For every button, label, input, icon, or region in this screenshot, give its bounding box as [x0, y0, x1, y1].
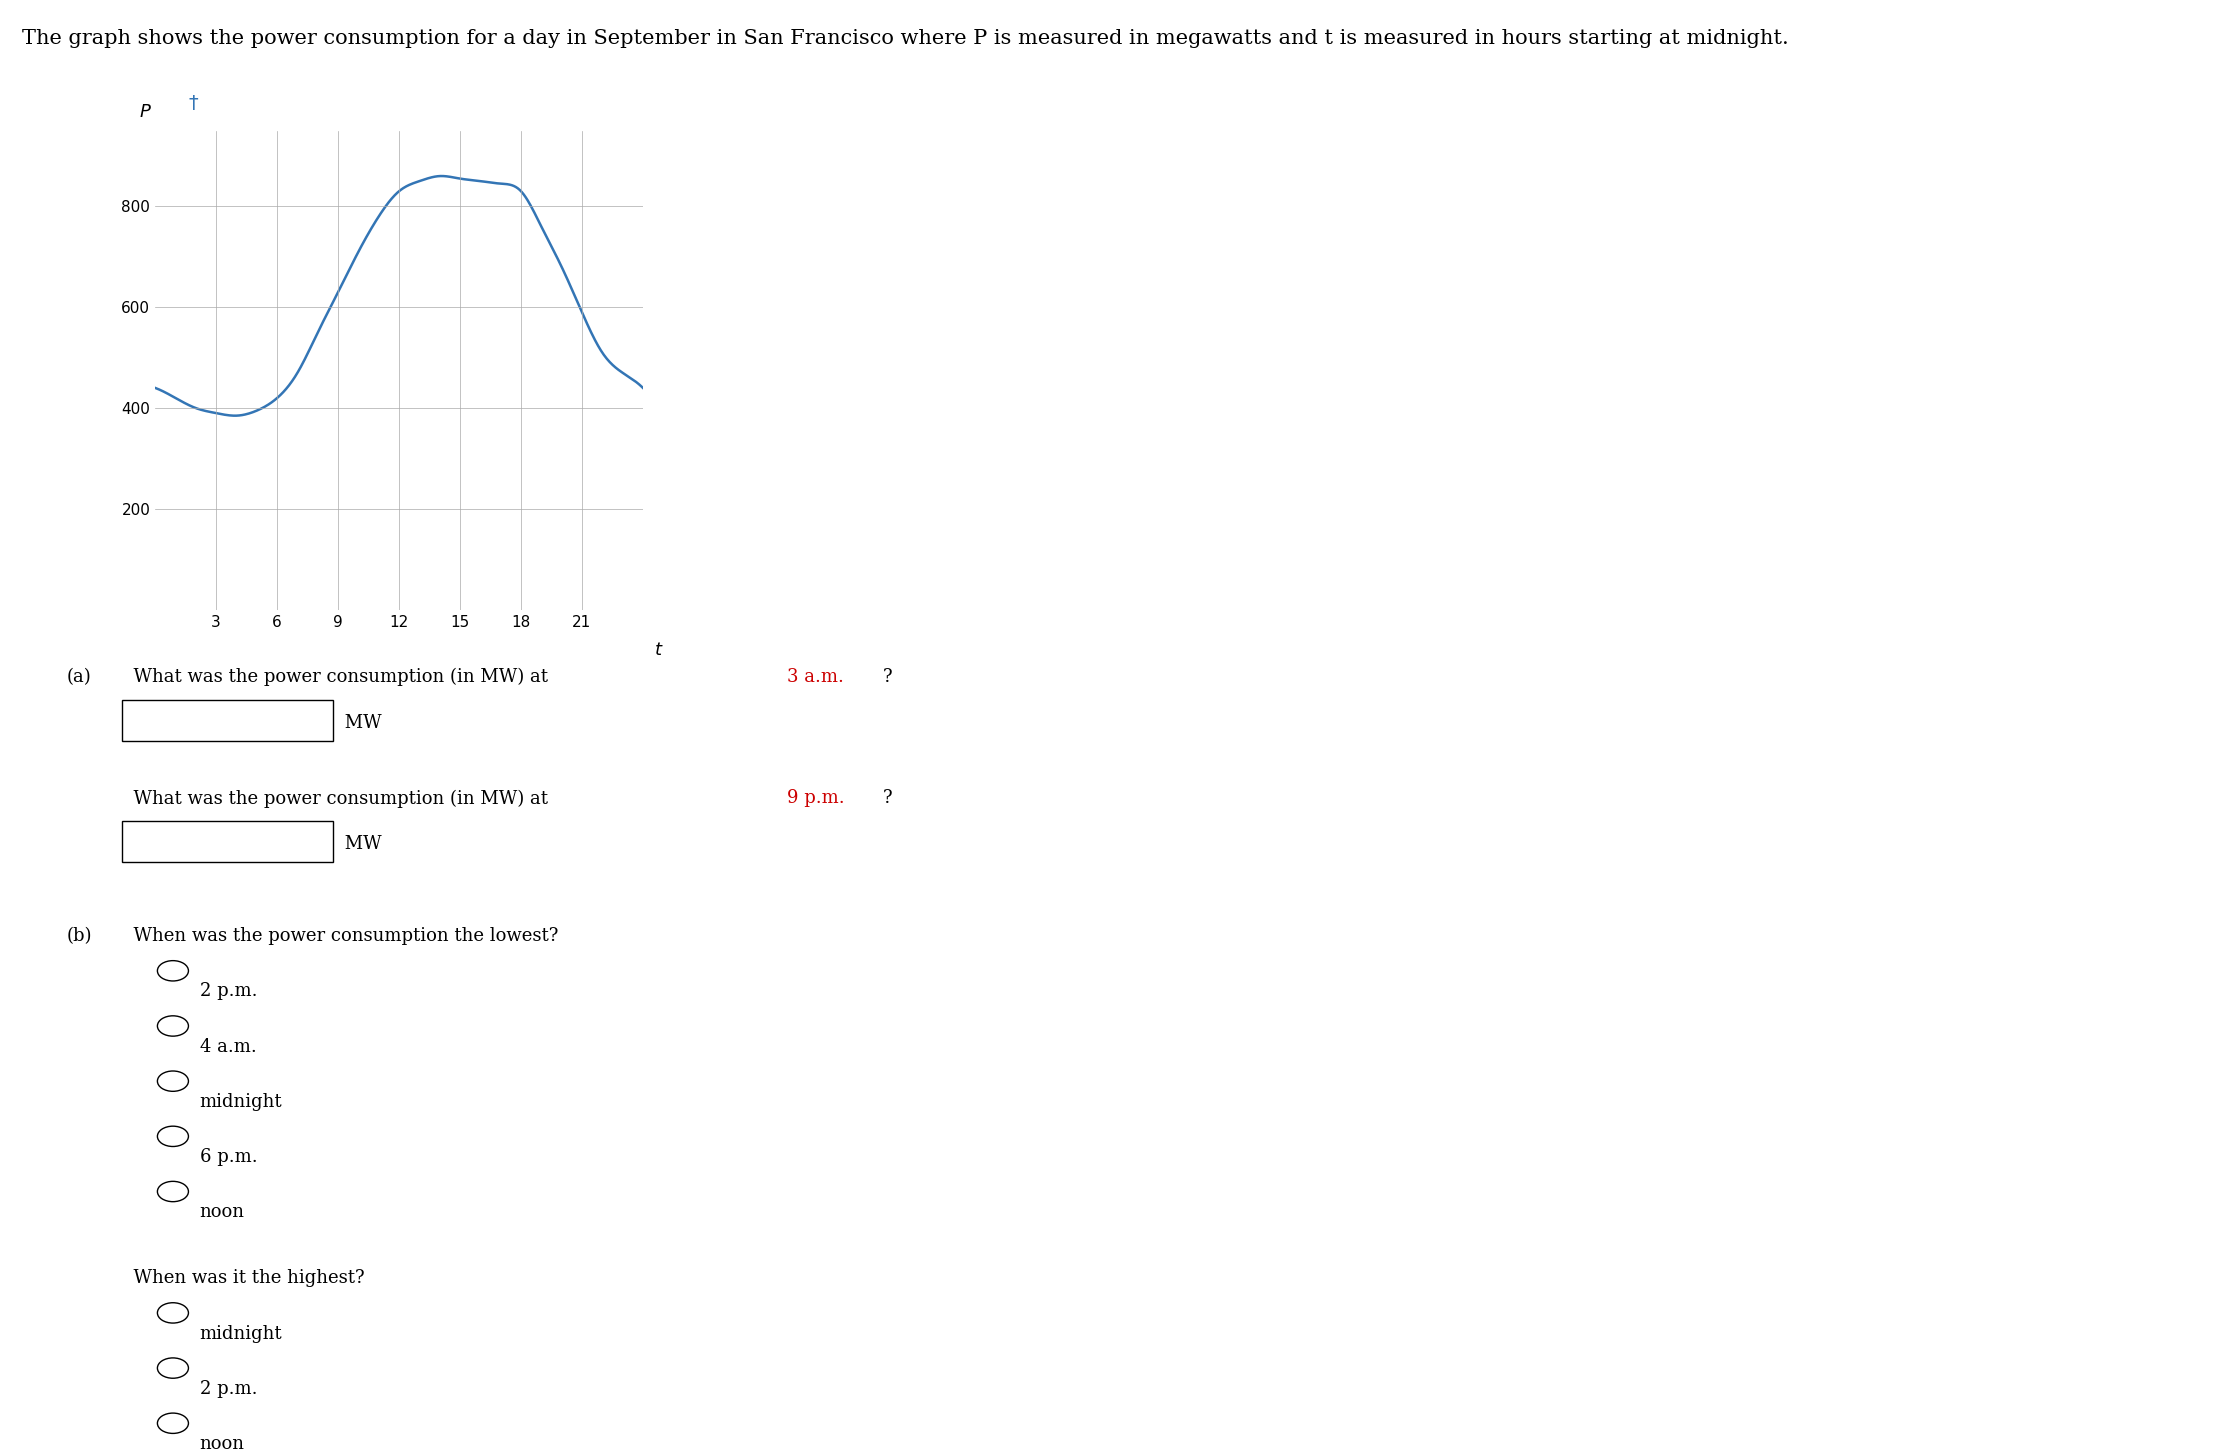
Text: noon: noon: [200, 1435, 244, 1452]
Text: MW: MW: [339, 835, 381, 854]
Text: 2 p.m.: 2 p.m.: [200, 1379, 257, 1398]
Text: 4 a.m.: 4 a.m.: [200, 1038, 257, 1056]
Text: ?: ?: [882, 668, 891, 685]
Text: midnight: midnight: [200, 1324, 282, 1343]
Text: When was it the highest?: When was it the highest?: [122, 1269, 364, 1288]
Text: 2 p.m.: 2 p.m.: [200, 983, 257, 1000]
Text: ?: ?: [882, 790, 891, 807]
Text: When was the power consumption the lowest?: When was the power consumption the lowes…: [122, 928, 559, 945]
Text: The graph shows the power consumption for a day in September in San Francisco wh: The graph shows the power consumption fo…: [22, 29, 1789, 48]
Text: noon: noon: [200, 1204, 244, 1221]
Text: What was the power consumption (in MW) at: What was the power consumption (in MW) a…: [122, 668, 554, 687]
Text: (b): (b): [67, 928, 93, 945]
Text: †: †: [188, 94, 197, 113]
Text: MW: MW: [339, 714, 381, 732]
Text: $P$: $P$: [140, 103, 151, 121]
Text: 9 p.m.: 9 p.m.: [787, 790, 845, 807]
Text: $t$: $t$: [654, 642, 665, 659]
Text: 3 a.m.: 3 a.m.: [787, 668, 845, 685]
Text: midnight: midnight: [200, 1093, 282, 1111]
Text: 6 p.m.: 6 p.m.: [200, 1149, 257, 1166]
Text: What was the power consumption (in MW) at: What was the power consumption (in MW) a…: [122, 790, 554, 807]
Text: (a): (a): [67, 668, 91, 685]
